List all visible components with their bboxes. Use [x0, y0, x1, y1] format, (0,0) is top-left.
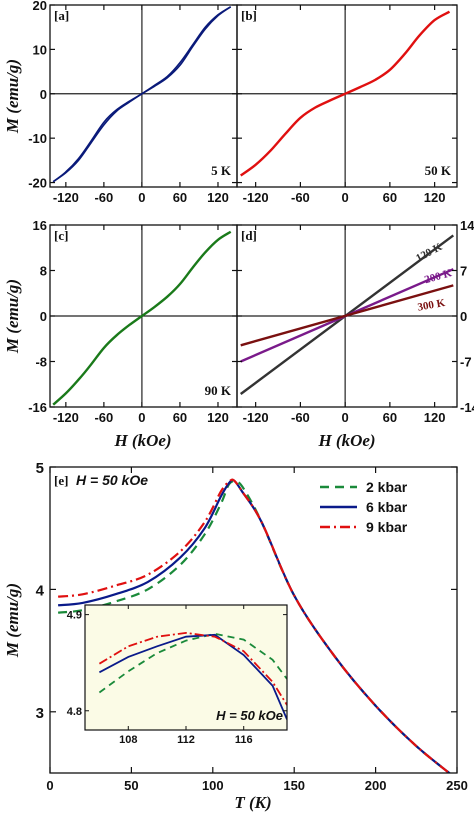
y-tick-label: -14 [460, 400, 474, 415]
x-tick-label: 120 [424, 190, 446, 205]
y-axis-label-c: M (emu/g) [3, 279, 22, 354]
x-tick-label: 0 [342, 190, 349, 205]
x-axis-label-e: T (K) [234, 793, 271, 812]
series-group [57, 478, 452, 773]
x-tick-label: -120 [243, 190, 269, 205]
y-tick-label: -8 [35, 355, 47, 370]
inset-y-tick-label: 4.8 [67, 706, 82, 718]
panel-0: -120 -60 0 60 120 -20 -10 0 10 20 [a] 5 K [28, 0, 238, 205]
y-tick-label: 5 [36, 460, 44, 477]
legend-label-0: 2 kbar [366, 479, 408, 495]
x-tick-label: 150 [283, 778, 305, 793]
y-tick-label: 20 [33, 0, 47, 13]
inset: 108 112 116 4.8 4.9 H = 50 kOe [67, 604, 288, 746]
x-tick-label: 120 [207, 190, 229, 205]
inset-x-tick-label: 112 [177, 734, 195, 746]
series-line-2 [57, 478, 452, 773]
x-tick-label: 120 [424, 410, 446, 425]
y-tick-label: 0 [460, 309, 467, 324]
y-tick-label: -7 [460, 355, 472, 370]
panel-label: [e] [54, 473, 68, 488]
x-tick-label: 60 [383, 190, 397, 205]
temperature-label: 5 K [211, 163, 232, 178]
panel-label: [c] [54, 228, 68, 243]
x-axis-label-c: H (kOe) [113, 431, 171, 450]
x-tick-label: 60 [173, 410, 187, 425]
inset-x-tick-label: 116 [235, 734, 253, 746]
panel-label: [d] [241, 228, 257, 243]
y-tick-label: 16 [33, 218, 47, 233]
y-tick-label: 4 [36, 582, 45, 599]
series-label: 120 K [414, 241, 445, 265]
inset-series-line-1 [98, 633, 287, 720]
plot-frame [49, 466, 458, 774]
legend: 2 kbar 6 kbar 9 kbar [320, 479, 408, 535]
y-tick-label: -10 [28, 131, 47, 146]
y-tick-label: 8 [40, 264, 47, 279]
x-tick-label: 0 [138, 410, 145, 425]
series-line-2 [240, 284, 454, 347]
inset-background [85, 605, 287, 730]
x-tick-label: 0 [342, 410, 349, 425]
panel-e: 0 50 100 150 200 250 3 4 5 [e] H = 50 kOe 2 kbar 6 k… [36, 460, 468, 793]
x-tick-label: -60 [291, 410, 310, 425]
y-tick-label: 7 [460, 264, 467, 279]
x-tick-label: 250 [446, 778, 468, 793]
series-label: 300 K [417, 297, 447, 314]
panel-3: -120 -60 0 60 120 -14 -7 0 7 14 [d] 120 K 200 K 300 K [236, 218, 474, 425]
y-tick-label: 14 [460, 218, 474, 233]
plot-frame [236, 4, 458, 188]
x-tick-label: 100 [202, 778, 224, 793]
panel-2: -120 -60 0 60 120 -16 -8 0 8 16 [c] 90 K [28, 218, 238, 425]
x-tick-label: -60 [94, 190, 113, 205]
x-tick-label: -120 [53, 190, 79, 205]
panel-1: -120 -60 0 60 120 [b] 50 K [236, 4, 458, 205]
x-tick-label: 50 [124, 778, 138, 793]
inset-field-annotation: H = 50 kOe [216, 708, 283, 723]
panel-label: [a] [54, 8, 69, 23]
x-tick-label: 60 [383, 410, 397, 425]
series-group [239, 234, 455, 395]
x-tick-label: -60 [94, 410, 113, 425]
y-tick-label: -20 [28, 176, 47, 191]
x-tick-label: 0 [138, 190, 145, 205]
y-axis-label-a: M (emu/g) [3, 59, 22, 134]
series-label: 200 K [423, 267, 453, 286]
x-tick-label: 0 [46, 778, 53, 793]
legend-label-2: 9 kbar [366, 519, 408, 535]
series-line-1 [52, 6, 232, 183]
inset-series-line-0 [98, 632, 287, 694]
series-group [239, 10, 451, 177]
temperature-label: 90 K [205, 383, 232, 398]
series-group [52, 6, 232, 183]
y-axis-label-e: M (emu/g) [3, 583, 22, 658]
y-tick-label: 0 [40, 309, 47, 324]
series-group [52, 230, 232, 406]
inset-series-line-2 [98, 631, 287, 706]
y-tick-label: 0 [40, 87, 47, 102]
x-tick-label: 200 [365, 778, 387, 793]
x-tick-label: 60 [173, 190, 187, 205]
x-axis-label-d: H (kOe) [317, 431, 375, 450]
series-line-0 [239, 10, 451, 177]
panel-label: [b] [241, 8, 257, 23]
y-tick-label: 3 [36, 705, 44, 722]
field-annotation: H = 50 kOe [76, 472, 148, 488]
inset-series-group [98, 631, 287, 720]
y-tick-label: 10 [33, 42, 47, 57]
x-tick-label: -60 [291, 190, 310, 205]
series-line-0 [52, 230, 232, 406]
x-tick-label: 120 [207, 410, 229, 425]
x-tick-label: -120 [243, 410, 269, 425]
y-tick-label: -16 [28, 400, 47, 415]
inset-x-tick-label: 108 [119, 734, 137, 746]
temperature-label: 50 K [425, 163, 452, 178]
x-tick-label: -120 [53, 410, 79, 425]
legend-label-1: 6 kbar [366, 499, 408, 515]
inset-y-tick-label: 4.9 [67, 610, 82, 622]
